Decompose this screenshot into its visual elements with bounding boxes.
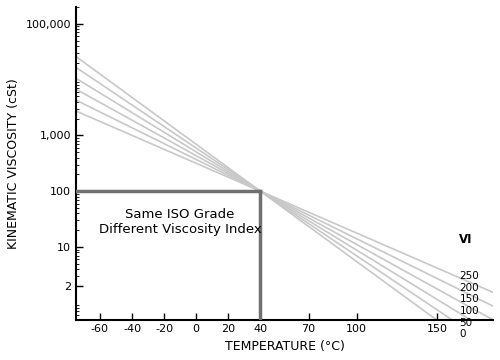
Y-axis label: KINEMATIC VISCOSITY (cSt): KINEMATIC VISCOSITY (cSt) (7, 78, 20, 249)
Text: 200: 200 (460, 283, 479, 293)
Text: Same ISO Grade
Different Viscosity Index: Same ISO Grade Different Viscosity Index (99, 208, 262, 236)
Text: 150: 150 (460, 294, 479, 305)
Text: VI: VI (460, 233, 473, 246)
Text: 0: 0 (460, 329, 466, 339)
Text: 100: 100 (460, 306, 479, 316)
X-axis label: TEMPERATURE (°C): TEMPERATURE (°C) (224, 340, 344, 353)
Text: 50: 50 (460, 318, 472, 328)
Text: 250: 250 (460, 271, 479, 281)
